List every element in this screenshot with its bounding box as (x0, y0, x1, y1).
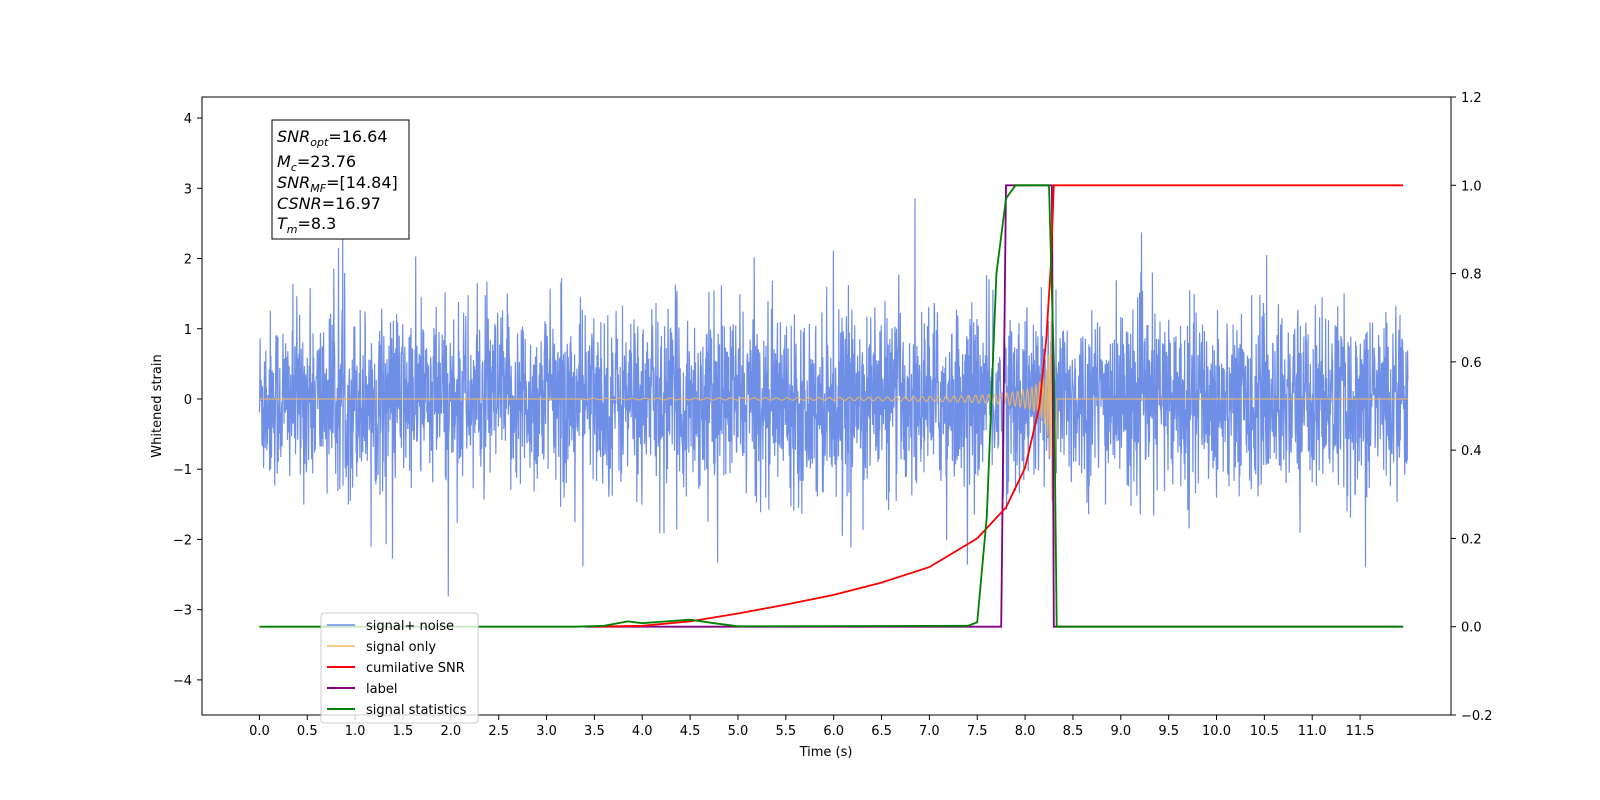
x-tick-label: 10.0 (1202, 724, 1231, 739)
x-tick-label: 0.0 (249, 724, 270, 739)
x-tick-label: 2.0 (440, 724, 461, 739)
annotation-line: CSNR=16.97 (277, 194, 381, 213)
legend-frame (320, 612, 479, 724)
x-tick-label: 8.5 (1063, 724, 1084, 739)
annotation-frame (271, 119, 410, 240)
y-tick-label: 1 (184, 323, 192, 338)
y-tick-label: −2 (173, 533, 192, 548)
x-tick-label: 3.5 (584, 724, 605, 739)
y-tick-label: 4 (184, 112, 192, 127)
series-line-cumulative-snr (594, 184, 1404, 628)
y-tick-label: −4 (173, 674, 192, 689)
y-tick-label: 0 (184, 393, 192, 408)
annotation-line: Mc=23.76 (277, 152, 356, 174)
series-line-signal-only (259, 239, 1408, 575)
y2-tick-label: 0.4 (1461, 444, 1482, 459)
legend-label: signal+ noise (366, 619, 454, 634)
x-tick-label: 5.5 (775, 724, 796, 739)
y2-tick-label: 1.2 (1461, 91, 1482, 106)
legend: signal+ noise signal only cumilative SNR la… (320, 612, 479, 724)
x-tick-label: 11.0 (1298, 724, 1327, 739)
x-tick-label: 2.5 (488, 724, 509, 739)
y-tick-label: 2 (184, 253, 192, 268)
annotation-line: SNRMF=[14.84] (277, 173, 398, 195)
y2-tick-label: 0.2 (1461, 532, 1482, 547)
x-tick-label: 7.5 (967, 724, 988, 739)
y2-tick-label: 0.0 (1461, 621, 1482, 636)
y2-tick-label: 0.6 (1461, 356, 1482, 371)
y-tick-label: −1 (173, 463, 192, 478)
x-tick-label: 6.5 (871, 724, 892, 739)
x-tick-label: 8.0 (1015, 724, 1036, 739)
x-tick-label: 1.0 (345, 724, 366, 739)
x-tick-label: 10.5 (1250, 724, 1279, 739)
stats-annotation-box: SNRopt=16.64 Mc=23.76SNRMF=[14.84]CSNR=16… (271, 119, 410, 240)
x-tick-label: 3.0 (536, 724, 557, 739)
x-tick-label: 11.5 (1346, 724, 1375, 739)
legend-label: signal statistics (366, 703, 467, 718)
y-tick-label: 3 (184, 182, 192, 197)
x-tick-label: 6.0 (823, 724, 844, 739)
y2-tick-label: 1.0 (1461, 179, 1482, 194)
x-axis-label: Time (s) (799, 745, 853, 760)
plot-frame (201, 96, 1452, 716)
annotation-line: SNRopt=16.64 (277, 127, 388, 149)
y-tick-label: −3 (173, 604, 192, 619)
series-line-signal-statistics (259, 184, 1404, 628)
x-tick-label: 0.5 (297, 724, 318, 739)
annotation-line: Tm=8.3 (277, 214, 336, 236)
legend-label: cumilative SNR (366, 661, 465, 676)
x-tick-label: 5.0 (728, 724, 749, 739)
x-tick-label: 7.0 (919, 724, 940, 739)
legend-label: signal only (366, 640, 436, 655)
x-tick-label: 9.0 (1110, 724, 1131, 739)
x-tick-label: 4.5 (680, 724, 701, 739)
x-tick-label: 9.5 (1158, 724, 1179, 739)
y-axis-label: Whitened strain (150, 354, 165, 457)
y2-tick-label: −0.2 (1461, 709, 1493, 724)
y2-tick-label: 0.8 (1461, 268, 1482, 283)
x-tick-label: 4.0 (632, 724, 653, 739)
legend-label: label (366, 682, 397, 697)
x-tick-label: 1.5 (393, 724, 414, 739)
